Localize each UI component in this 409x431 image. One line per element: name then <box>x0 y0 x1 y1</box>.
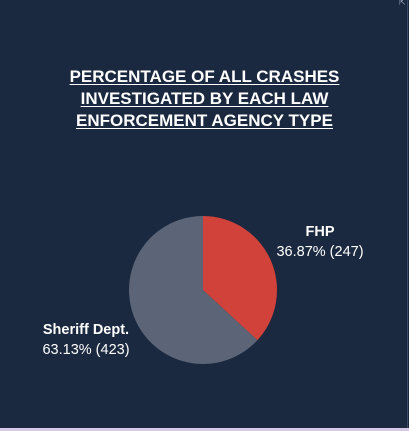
slice-name-label: Sheriff Dept. <box>43 322 129 338</box>
bottom-strip <box>0 428 409 431</box>
chart-title-line-3: ENFORCEMENT AGENCY TYPE <box>76 111 333 130</box>
pie-slice-fhp[interactable] <box>203 216 278 341</box>
slice-value-label: 63.13% (423) <box>42 342 129 358</box>
pie-slice-sheriff-dept[interactable] <box>129 216 258 364</box>
slice-name-label: FHP <box>306 224 335 240</box>
slice-value-label: 36.87% (247) <box>276 244 363 260</box>
chart-title-line-2: INVESTIGATED BY EACH LAW <box>80 89 329 108</box>
expand-icon[interactable]: ⇱ <box>399 0 406 7</box>
chart-title: PERCENTAGE OF ALL CRASHES INVESTIGATED B… <box>20 66 389 132</box>
chart-title-line-1: PERCENTAGE OF ALL CRASHES <box>69 67 340 86</box>
